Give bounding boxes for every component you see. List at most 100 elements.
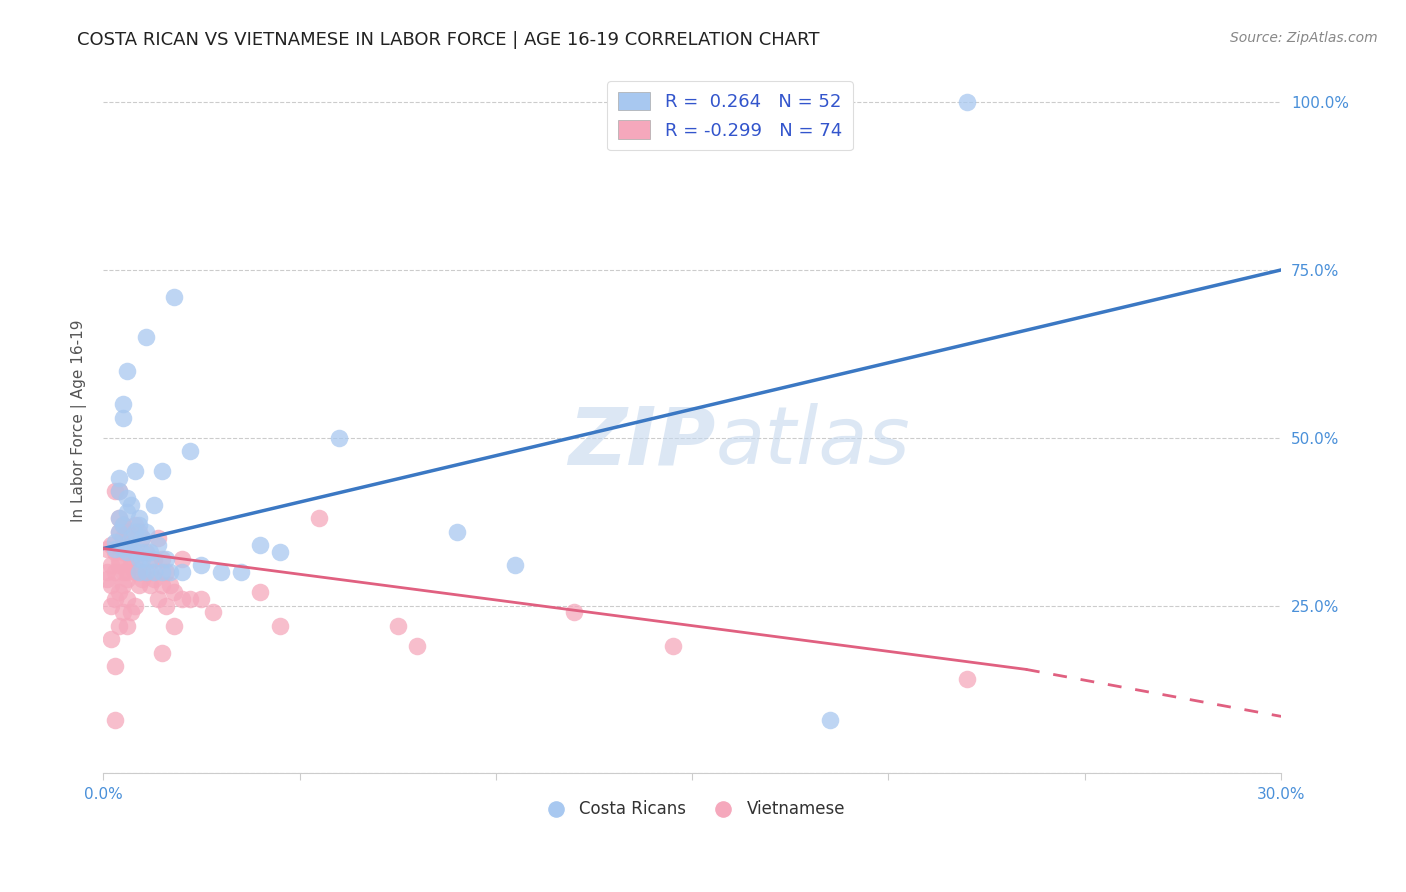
Point bbox=[143, 572, 166, 586]
Point bbox=[120, 558, 142, 573]
Point bbox=[148, 538, 170, 552]
Point bbox=[120, 532, 142, 546]
Point bbox=[111, 605, 134, 619]
Point bbox=[124, 464, 146, 478]
Point bbox=[115, 491, 138, 505]
Point bbox=[111, 545, 134, 559]
Text: COSTA RICAN VS VIETNAMESE IN LABOR FORCE | AGE 16-19 CORRELATION CHART: COSTA RICAN VS VIETNAMESE IN LABOR FORCE… bbox=[77, 31, 820, 49]
Point bbox=[120, 551, 142, 566]
Point bbox=[159, 578, 181, 592]
Point bbox=[956, 95, 979, 109]
Point bbox=[155, 599, 177, 613]
Point bbox=[111, 532, 134, 546]
Text: Source: ZipAtlas.com: Source: ZipAtlas.com bbox=[1230, 31, 1378, 45]
Point bbox=[108, 585, 131, 599]
Point bbox=[124, 524, 146, 539]
Point bbox=[387, 618, 409, 632]
Point bbox=[308, 511, 330, 525]
Point bbox=[100, 599, 122, 613]
Point bbox=[120, 605, 142, 619]
Point bbox=[100, 538, 122, 552]
Point bbox=[104, 484, 127, 499]
Point bbox=[104, 534, 127, 549]
Point bbox=[131, 572, 153, 586]
Point bbox=[249, 585, 271, 599]
Point bbox=[131, 532, 153, 546]
Point bbox=[163, 290, 186, 304]
Point bbox=[170, 551, 193, 566]
Text: ZIP: ZIP bbox=[568, 403, 716, 481]
Point bbox=[155, 551, 177, 566]
Point bbox=[249, 538, 271, 552]
Point bbox=[100, 632, 122, 647]
Point bbox=[135, 330, 157, 344]
Point bbox=[96, 572, 118, 586]
Point bbox=[150, 464, 173, 478]
Point bbox=[115, 572, 138, 586]
Y-axis label: In Labor Force | Age 16-19: In Labor Force | Age 16-19 bbox=[72, 319, 87, 522]
Point bbox=[150, 551, 173, 566]
Point bbox=[104, 659, 127, 673]
Point bbox=[115, 524, 138, 539]
Point bbox=[120, 498, 142, 512]
Point bbox=[111, 410, 134, 425]
Point bbox=[108, 511, 131, 525]
Point bbox=[111, 518, 134, 533]
Point bbox=[108, 484, 131, 499]
Point bbox=[128, 511, 150, 525]
Point bbox=[163, 585, 186, 599]
Point bbox=[269, 545, 291, 559]
Point bbox=[100, 558, 122, 573]
Point bbox=[135, 524, 157, 539]
Point bbox=[139, 565, 162, 579]
Point bbox=[124, 599, 146, 613]
Point bbox=[108, 471, 131, 485]
Point bbox=[135, 545, 157, 559]
Point bbox=[108, 524, 131, 539]
Point bbox=[148, 591, 170, 606]
Point bbox=[661, 639, 683, 653]
Point bbox=[139, 545, 162, 559]
Point bbox=[111, 578, 134, 592]
Point bbox=[108, 511, 131, 525]
Point bbox=[108, 484, 131, 499]
Point bbox=[170, 591, 193, 606]
Point bbox=[179, 444, 201, 458]
Point bbox=[120, 545, 142, 559]
Point bbox=[505, 558, 527, 573]
Point bbox=[170, 565, 193, 579]
Point bbox=[100, 578, 122, 592]
Point bbox=[104, 565, 127, 579]
Point bbox=[229, 565, 252, 579]
Point bbox=[128, 565, 150, 579]
Point bbox=[104, 713, 127, 727]
Point bbox=[115, 538, 138, 552]
Point bbox=[131, 532, 153, 546]
Point bbox=[406, 639, 429, 653]
Point bbox=[818, 713, 841, 727]
Point bbox=[269, 618, 291, 632]
Point bbox=[124, 518, 146, 533]
Point bbox=[139, 578, 162, 592]
Point bbox=[128, 551, 150, 566]
Point bbox=[564, 605, 586, 619]
Point bbox=[190, 558, 212, 573]
Point bbox=[115, 591, 138, 606]
Point bbox=[108, 551, 131, 566]
Text: atlas: atlas bbox=[716, 403, 911, 481]
Point bbox=[190, 591, 212, 606]
Point bbox=[143, 565, 166, 579]
Point bbox=[115, 618, 138, 632]
Point bbox=[108, 618, 131, 632]
Point bbox=[143, 551, 166, 566]
Point bbox=[956, 673, 979, 687]
Point bbox=[135, 565, 157, 579]
Point bbox=[108, 558, 131, 573]
Point bbox=[131, 565, 153, 579]
Point bbox=[124, 551, 146, 566]
Point bbox=[111, 565, 134, 579]
Point bbox=[115, 545, 138, 559]
Point bbox=[111, 518, 134, 533]
Point bbox=[128, 518, 150, 533]
Point bbox=[159, 565, 181, 579]
